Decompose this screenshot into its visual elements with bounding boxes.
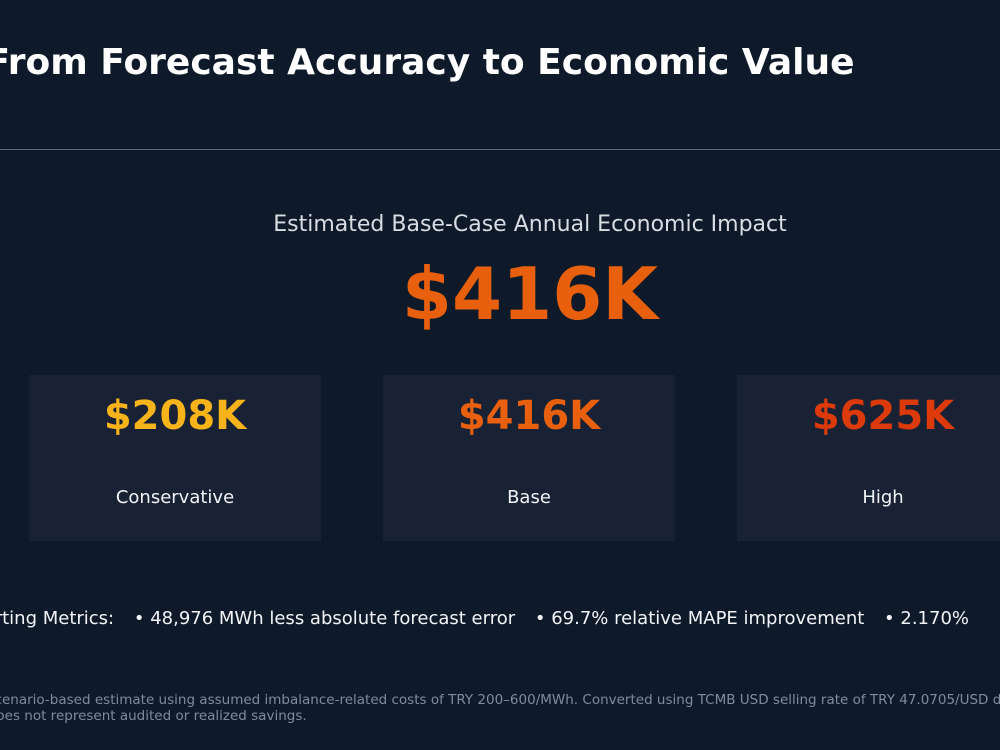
headline-value: $416K: [401, 252, 659, 336]
footnote: Scenario-based estimate using assumed im…: [0, 692, 1000, 724]
scenario-label: Base: [507, 487, 551, 508]
title-divider: [0, 149, 1000, 150]
scenario-value: $625K: [811, 393, 955, 439]
scenario-value: $208K: [103, 393, 247, 439]
footnote-line: Scenario-based estimate using assumed im…: [0, 692, 1000, 708]
scenario-card-conservative: $208K Conservative: [29, 375, 321, 541]
scenario-label: High: [862, 487, 904, 508]
metric-item: • 48,976 MWh less absolute forecast erro…: [133, 608, 516, 629]
scenario-card-high: $625K High: [737, 375, 1000, 541]
scenario-value: $416K: [457, 393, 601, 439]
metric-item: • 69.7% relative MAPE improvement: [534, 608, 865, 629]
supporting-metrics: Supporting Metrics: • 48,976 MWh less ab…: [0, 608, 969, 629]
scenario-label: Conservative: [115, 487, 235, 508]
scenario-card-base: $416K Base: [383, 375, 675, 541]
impact-subtitle: Estimated Base-Case Annual Economic Impa…: [273, 212, 787, 237]
slide-title: From Forecast Accuracy to Economic Value: [0, 42, 855, 83]
metrics-label: Supporting Metrics:: [0, 608, 115, 629]
metric-item: • 2.170%: [884, 608, 970, 629]
footnote-line: Does not represent audited or realized s…: [0, 708, 307, 724]
